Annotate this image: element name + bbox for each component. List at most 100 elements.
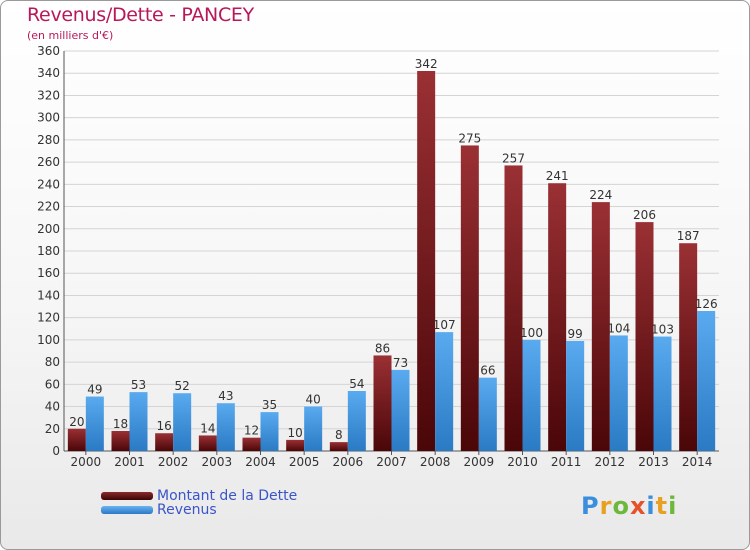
y-tick-label: 0: [52, 444, 60, 458]
y-tick-label: 300: [37, 111, 60, 125]
bar-debt: [635, 222, 654, 451]
bar-revenue: [566, 341, 585, 451]
bar-debt: [504, 165, 523, 451]
x-tick-label: 2008: [420, 455, 451, 469]
bar-debt: [548, 183, 567, 451]
bar-debt: [155, 433, 174, 451]
legend-item-debt: Montant de la Dette: [101, 488, 297, 504]
y-tick-label: 120: [37, 311, 60, 325]
bar-revenue: [697, 311, 716, 451]
y-tick-label: 180: [37, 244, 60, 258]
x-tick-label: 2003: [202, 455, 233, 469]
logo-letter: r: [599, 492, 613, 520]
data-label-debt: 12: [244, 424, 259, 438]
bar-revenue: [347, 391, 366, 451]
bar-debt: [591, 202, 610, 451]
bar-revenue: [435, 332, 454, 451]
legend-label-revenue: Revenus: [157, 502, 217, 518]
y-tick-label: 160: [37, 266, 60, 280]
bar-debt: [417, 71, 436, 451]
logo-letter: o: [612, 492, 630, 520]
y-tick-label: 340: [37, 66, 60, 80]
y-tick-label: 200: [37, 222, 60, 236]
bar-revenue: [260, 412, 279, 451]
x-tick-label: 2013: [638, 455, 669, 469]
data-label-debt: 224: [589, 188, 612, 202]
x-tick-label: 2000: [71, 455, 102, 469]
x-tick-label: 2007: [376, 455, 407, 469]
x-tick-label: 2010: [507, 455, 538, 469]
bar-revenue: [522, 339, 541, 451]
data-label-debt: 14: [200, 421, 215, 435]
logo-letter: i: [668, 492, 678, 520]
bar-debt: [373, 355, 392, 451]
data-label-revenue: 66: [480, 364, 495, 378]
x-tick-label: 2005: [289, 455, 320, 469]
x-tick-label: 2011: [551, 455, 582, 469]
legend-swatch-debt: [101, 492, 153, 500]
bar-revenue: [173, 393, 192, 451]
y-tick-label: 140: [37, 288, 60, 302]
data-label-revenue: 73: [393, 356, 408, 370]
bar-debt: [679, 243, 698, 451]
data-label-revenue: 35: [262, 398, 277, 412]
y-tick-label: 240: [37, 177, 60, 191]
data-label-revenue: 99: [568, 327, 583, 341]
bar-revenue: [653, 336, 672, 451]
data-label-revenue: 40: [306, 393, 321, 407]
logo-letter: t: [655, 492, 669, 520]
bar-revenue: [85, 396, 104, 451]
data-label-debt: 257: [502, 151, 525, 165]
data-label-revenue: 103: [651, 323, 674, 337]
bar-debt: [111, 431, 130, 451]
chart-title: Revenus/Dette - PANCEY: [27, 4, 254, 26]
data-label-debt: 10: [288, 426, 303, 440]
bar-debt: [286, 439, 305, 451]
y-tick-label: 260: [37, 155, 60, 169]
data-label-revenue: 100: [520, 326, 543, 340]
proxiti-logo: Proxiti: [581, 492, 677, 520]
y-tick-label: 20: [45, 422, 60, 436]
bar-revenue: [129, 392, 148, 451]
y-tick-label: 40: [45, 400, 60, 414]
bar-debt: [460, 145, 479, 451]
bar-revenue: [304, 406, 323, 451]
data-label-revenue: 104: [607, 321, 630, 335]
legend-label-debt: Montant de la Dette: [157, 488, 298, 504]
data-label-revenue: 107: [433, 318, 456, 332]
x-tick-label: 2014: [682, 455, 713, 469]
bar-debt: [198, 435, 217, 451]
x-tick-label: 2006: [333, 455, 364, 469]
data-label-debt: 86: [375, 341, 390, 355]
chart-unit-label: (en milliers d'€): [27, 29, 114, 42]
y-tick-label: 280: [37, 133, 60, 147]
bar-debt: [67, 428, 86, 451]
bar-revenue: [216, 403, 235, 451]
y-tick-label: 320: [37, 88, 60, 102]
data-label-revenue: 126: [695, 297, 718, 311]
data-label-revenue: 54: [349, 377, 364, 391]
bar-revenue: [478, 377, 497, 451]
data-label-debt: 18: [113, 417, 128, 431]
data-label-revenue: 52: [175, 379, 190, 393]
bar-debt: [242, 437, 261, 451]
y-tick-label: 360: [37, 44, 60, 58]
data-label-debt: 20: [69, 415, 84, 429]
bar-revenue: [391, 369, 410, 451]
data-label-revenue: 43: [218, 389, 233, 403]
legend-item-revenue: Revenus: [101, 502, 217, 518]
logo-letter: P: [581, 492, 600, 520]
legend-swatch-revenue: [101, 506, 153, 514]
y-tick-label: 100: [37, 333, 60, 347]
x-tick-label: 2012: [595, 455, 626, 469]
data-label-debt: 8: [335, 428, 343, 442]
data-label-debt: 275: [458, 131, 481, 145]
bar-debt: [329, 442, 348, 451]
logo-letter: x: [629, 492, 647, 520]
data-label-revenue: 53: [131, 378, 146, 392]
x-tick-label: 2002: [158, 455, 189, 469]
data-label-debt: 206: [633, 208, 656, 222]
bar-revenue: [609, 335, 628, 451]
